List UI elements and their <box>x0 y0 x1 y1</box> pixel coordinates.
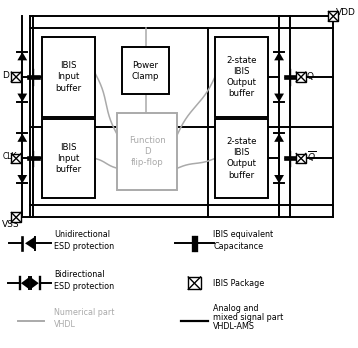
Bar <box>11 213 21 222</box>
Polygon shape <box>31 277 39 289</box>
Polygon shape <box>18 94 27 102</box>
Polygon shape <box>274 94 284 102</box>
Polygon shape <box>25 237 35 250</box>
Text: 2-state
IBIS
Output
buffer: 2-state IBIS Output buffer <box>226 56 257 98</box>
Text: IBIS Package: IBIS Package <box>213 279 265 288</box>
Text: D: D <box>3 71 9 80</box>
Bar <box>328 11 338 21</box>
Bar <box>122 47 169 94</box>
Bar <box>42 119 95 198</box>
Text: Unidirectional: Unidirectional <box>54 230 110 239</box>
Bar <box>11 72 21 82</box>
Text: $\overline{Q}$: $\overline{Q}$ <box>307 149 316 164</box>
Bar <box>11 153 21 163</box>
Bar <box>117 113 177 190</box>
Text: IBIS
Input
buffer: IBIS Input buffer <box>55 61 82 93</box>
Text: ESD protection: ESD protection <box>54 282 114 291</box>
Polygon shape <box>274 52 284 60</box>
Polygon shape <box>274 133 284 142</box>
Polygon shape <box>18 175 27 183</box>
Bar <box>215 37 268 117</box>
Bar <box>188 277 200 290</box>
Text: Bidirectional: Bidirectional <box>54 270 104 279</box>
Text: ESD protection: ESD protection <box>54 242 114 251</box>
Text: 2-state
IBIS
Output
buffer: 2-state IBIS Output buffer <box>226 137 257 180</box>
Text: Function
D
flip-flop: Function D flip-flop <box>129 136 166 167</box>
Text: Power
Clamp: Power Clamp <box>132 61 159 81</box>
Text: Capacitance: Capacitance <box>213 242 263 251</box>
Text: VDD: VDD <box>336 8 356 17</box>
Text: mixed signal part: mixed signal part <box>213 313 284 322</box>
Text: CLK: CLK <box>3 152 17 161</box>
Polygon shape <box>21 277 29 289</box>
Text: IBIS
Input
buffer: IBIS Input buffer <box>55 143 82 174</box>
Text: Numerical part: Numerical part <box>54 308 114 317</box>
Text: VHDL: VHDL <box>54 320 76 329</box>
Text: Q: Q <box>307 72 314 81</box>
Polygon shape <box>18 52 27 60</box>
Bar <box>215 119 268 198</box>
Bar <box>42 37 95 117</box>
Bar <box>296 72 306 82</box>
Bar <box>296 153 306 163</box>
Text: VSS: VSS <box>3 220 20 229</box>
Text: Analog and: Analog and <box>213 304 259 313</box>
Polygon shape <box>274 175 284 183</box>
Text: IBIS equivalent: IBIS equivalent <box>213 230 274 239</box>
Text: VHDL-AMS: VHDL-AMS <box>213 322 255 331</box>
Polygon shape <box>18 133 27 142</box>
